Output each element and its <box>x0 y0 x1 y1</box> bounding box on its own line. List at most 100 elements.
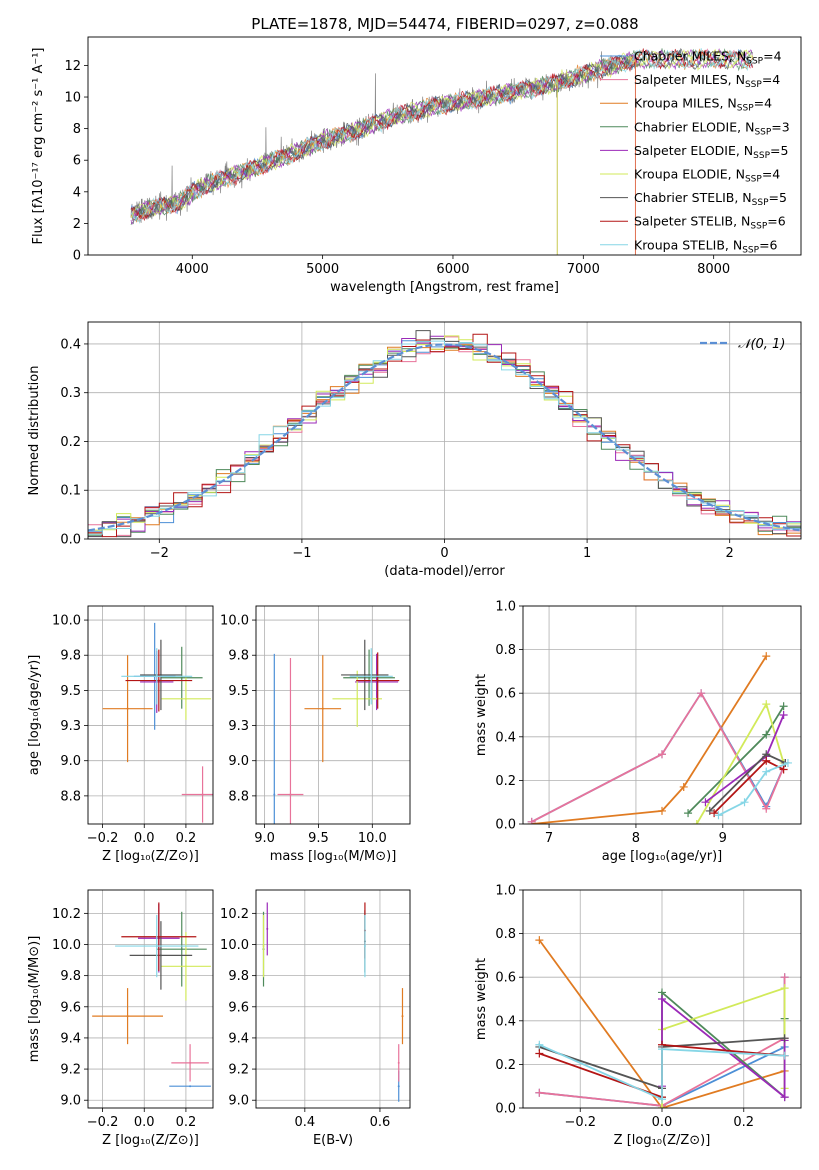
legend-label-suffix: =4 <box>762 72 780 87</box>
legend-label-text: Salpeter MILES, N <box>634 72 745 87</box>
y-tick-label: 9.4 <box>228 1031 249 1046</box>
plot-area <box>92 902 211 1088</box>
legend-label-text: Salpeter STELIB, N <box>634 214 750 229</box>
y-tick-label: 6 <box>73 154 81 169</box>
x-tick-label: 2 <box>726 546 734 561</box>
weight-marker-2-3 <box>780 973 789 982</box>
residual-histogram-7 <box>88 333 801 538</box>
legend-label-suffix: =5 <box>769 190 787 205</box>
weight-marker-7-2 <box>779 765 788 774</box>
weight-marker-4-1 <box>762 700 771 709</box>
weight-marker-0-0 <box>535 936 544 945</box>
data-point-1 <box>397 1061 400 1064</box>
data-point-5 <box>184 697 187 700</box>
data-point-1 <box>289 793 292 796</box>
y-tick-label: 0.4 <box>60 337 81 352</box>
weight-marker-5-1 <box>658 995 666 1003</box>
x-tick-label: −0.2 <box>87 1115 119 1130</box>
y-tick-label: 0.2 <box>60 435 81 450</box>
y-tick-label: 10.0 <box>220 614 249 629</box>
panel-mass-vs-ebv: 0.4 0.6 9.0 9.2 9.4 9.6 9.8 10.0 10.2 E(B-V) <box>220 889 411 1148</box>
y-tick-label: 9.6 <box>60 1000 81 1015</box>
legend-label-3: Chabrier ELODIE, NSSP=3 <box>634 119 790 137</box>
legend-label-suffix: =6 <box>767 214 785 229</box>
y-tick-label: 8.8 <box>60 789 81 804</box>
weight-line-0 <box>531 655 768 824</box>
panel-age-vs-mass: 9.0 9.5 10.0 8.8 9.0 9.3 9.5 9.8 10.0 mass [log₁₀… <box>220 605 411 864</box>
legend-label-subscript: SSP <box>754 127 771 137</box>
x-tick-label: 7 <box>545 831 553 846</box>
plot-area <box>273 639 400 824</box>
y-tick-label: 0.8 <box>495 927 516 942</box>
residual-histogram-6 <box>88 330 801 538</box>
weight-marker-2-2 <box>697 689 706 698</box>
panel-spectrum: 4000 5000 6000 7000 8000 0 2 4 6 8 10 12 wavelength … <box>31 36 802 295</box>
x-axis-label: E(B-V) <box>313 1133 353 1148</box>
y-tick-label: 9.5 <box>228 684 249 699</box>
y-tick-label: 9.0 <box>228 1094 249 1109</box>
weight-marker-3-2 <box>779 702 788 711</box>
panel-residuals: −2 −1 0 1 2 0.0 0.1 0.2 0.3 0.4 (data-model)/error… <box>27 321 802 579</box>
weight-marker-2-0 <box>535 1088 544 1097</box>
data-point-7 <box>157 679 160 682</box>
x-axis-label: (data-model)/error <box>384 564 505 579</box>
axes-frame <box>522 889 802 1109</box>
weight-marker-8-0 <box>714 811 723 820</box>
x-tick-label: 0.6 <box>370 1115 391 1130</box>
legend-label-suffix: =4 <box>763 49 781 64</box>
y-tick-label: 9.8 <box>60 969 81 984</box>
y-tick-label: 0.6 <box>495 687 516 702</box>
legend-label-normal: 𝒩(0, 1) <box>738 337 785 352</box>
axes-frame <box>522 605 802 825</box>
y-tick-label: 9.8 <box>228 649 249 664</box>
data-point-2 <box>126 1015 129 1018</box>
data-point-0 <box>189 1085 192 1088</box>
y-tick-label: 0.2 <box>495 774 516 789</box>
data-point-5 <box>262 945 265 948</box>
y-tick-label: 1.0 <box>495 600 516 615</box>
axes-frame <box>87 36 802 256</box>
data-point-6 <box>159 954 162 957</box>
axes-frame <box>87 321 802 540</box>
y-tick-label: 10.0 <box>52 614 81 629</box>
data-point-4 <box>266 927 269 930</box>
y-tick-label: 0.2 <box>495 1058 516 1073</box>
legend: 𝒩(0, 1) <box>700 337 785 352</box>
data-point-0 <box>397 1085 400 1088</box>
model-spectrum-line-5 <box>130 48 754 218</box>
x-tick-label: 0 <box>440 546 448 561</box>
x-tick-label: 0.0 <box>652 1115 673 1130</box>
y-axis-label: age [log₁₀(age/yr)] <box>27 655 42 776</box>
weight-marker-5-2 <box>779 711 788 719</box>
y-tick-label: 0.1 <box>60 484 81 499</box>
data-point-6 <box>363 673 366 676</box>
weight-marker-8-3 <box>780 1051 789 1060</box>
plot-area <box>535 936 789 1108</box>
y-tick-label: 0.0 <box>495 818 516 833</box>
legend-label-subscript: SSP <box>737 104 754 114</box>
weight-marker-2-3 <box>762 804 771 813</box>
data-point-0 <box>273 793 276 796</box>
weight-marker-4-0 <box>692 820 701 824</box>
y-tick-label: 10.0 <box>52 938 81 953</box>
panel-weight-vs-age: 7 8 9 0.0 0.2 0.4 0.6 0.8 1.0 age [log₁₀(age/yr)]… <box>474 600 802 864</box>
y-tick-label: 9.2 <box>60 1063 81 1078</box>
legend-label-suffix: =3 <box>771 119 789 134</box>
model-spectrum-line-8 <box>130 48 754 224</box>
y-axis-label: Flux [fλ10⁻¹⁷ erg cm⁻² s⁻¹ A⁻¹] <box>31 48 46 245</box>
axes-frame <box>87 889 214 1109</box>
axes-frame <box>87 605 214 825</box>
y-axis-label: mass weight <box>474 958 489 1040</box>
legend-label-7: Salpeter STELIB, NSSP=6 <box>634 214 786 232</box>
y-tick-label: 0.3 <box>60 386 81 401</box>
data-point-6 <box>159 673 162 676</box>
legend-label-2: Kroupa MILES, NSSP=4 <box>634 96 772 114</box>
weight-marker-0-3 <box>762 652 771 661</box>
y-tick-label: 10 <box>64 91 81 106</box>
x-tick-label: 0.2 <box>176 1115 197 1130</box>
panel-mass-vs-Z: −0.2 0.0 0.2 9.0 9.2 9.4 9.6 9.8 10.0 10.2 Z [log₁… <box>27 889 214 1148</box>
y-tick-label: 0.4 <box>495 1014 516 1029</box>
weight-line-0 <box>538 939 785 1108</box>
y-axis-label: mass weight <box>474 674 489 756</box>
